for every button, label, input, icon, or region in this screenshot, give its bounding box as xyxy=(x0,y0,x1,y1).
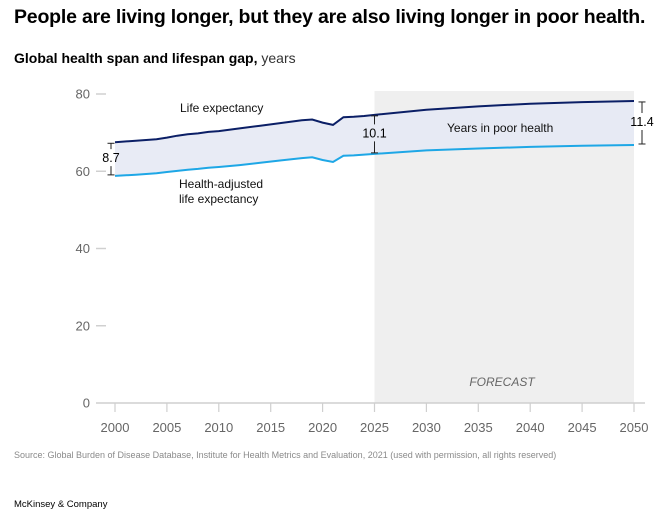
x-tick-label: 2005 xyxy=(152,420,181,435)
x-tick-label: 2010 xyxy=(204,420,233,435)
gap-value-label: 10.1 xyxy=(362,126,386,140)
gap-marker: 11.4 xyxy=(630,101,654,145)
brand-footer: McKinsey & Company xyxy=(14,499,108,510)
label-years-poor-health: Years in poor health xyxy=(447,121,553,135)
gap-area xyxy=(115,101,634,176)
gap-value-label: 11.4 xyxy=(630,115,653,129)
gap-annotations: 8.7 10.1 11.4 xyxy=(102,101,654,176)
x-tick-label: 2000 xyxy=(101,420,130,435)
x-tick-label: 2025 xyxy=(360,420,389,435)
x-tick-label: 2050 xyxy=(620,420,649,435)
series-line-hale xyxy=(114,144,635,177)
x-tick-label: 2020 xyxy=(308,420,337,435)
gap-marker: 8.7 xyxy=(102,142,120,176)
x-tick-label: 2015 xyxy=(256,420,285,435)
subtitle-unit: years xyxy=(257,50,296,66)
x-tick-label: 2040 xyxy=(516,420,545,435)
x-axis: 2000 2005 2010 2015 2020 2025 2030 2035 2040 2045… xyxy=(101,403,649,435)
x-tick-label: 2045 xyxy=(568,420,597,435)
gap-marker: 10.1 xyxy=(362,115,387,154)
series-line-life-expectancy xyxy=(114,100,635,144)
gap-value-label: 8.7 xyxy=(102,151,119,165)
chart-subtitle: Global health span and lifespan gap, yea… xyxy=(14,50,296,66)
label-life-expectancy: Life expectancy xyxy=(180,101,263,115)
y-tick-label: 20 xyxy=(76,318,90,333)
y-tick-label: 0 xyxy=(83,396,90,411)
x-tick-label: 2030 xyxy=(412,420,441,435)
x-tick-label: 2035 xyxy=(464,420,493,435)
chart-title: People are living longer, but they are a… xyxy=(14,6,646,28)
y-axis: 0 20 40 60 80 xyxy=(76,87,106,411)
forecast-label: FORECAST xyxy=(469,375,536,389)
y-tick-label: 40 xyxy=(76,241,90,256)
source-note: Source: Global Burden of Disease Databas… xyxy=(14,450,557,460)
label-hale-line1: Health-adjusted xyxy=(179,177,263,191)
y-tick-label: 60 xyxy=(76,164,90,179)
y-tick-label: 80 xyxy=(76,87,90,102)
subtitle-main: Global health span and lifespan gap, xyxy=(14,50,258,66)
label-hale-line2: life expectancy xyxy=(179,192,258,206)
